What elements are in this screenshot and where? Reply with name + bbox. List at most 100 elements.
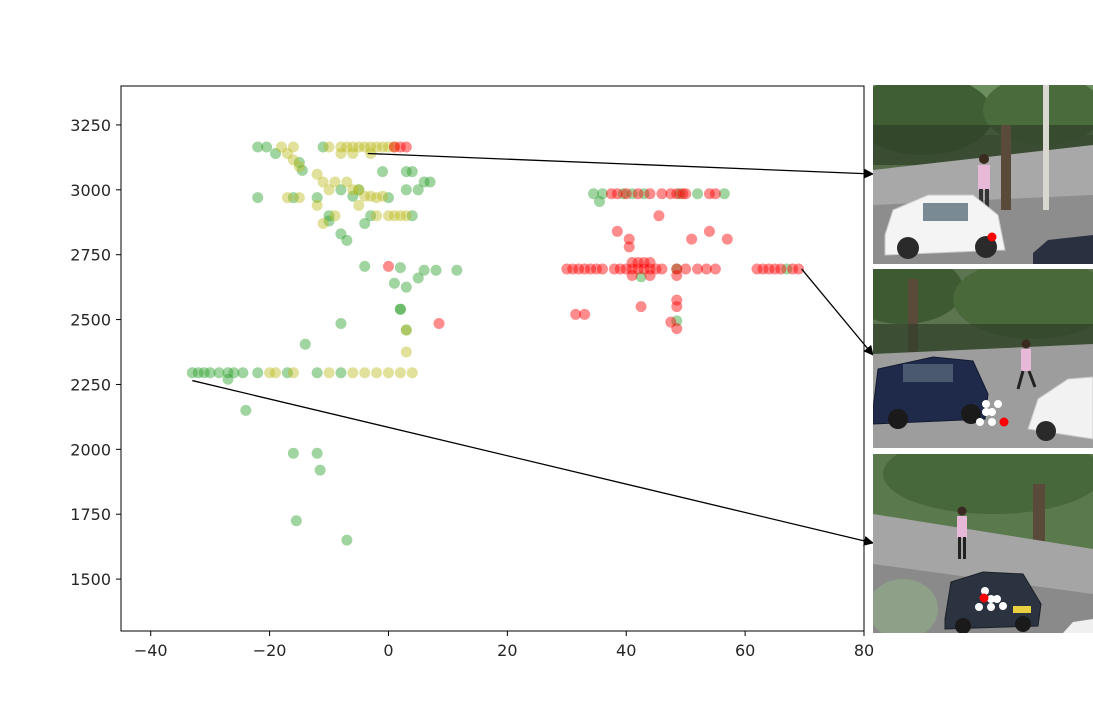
- data-point: [709, 188, 721, 200]
- data-point: [632, 263, 644, 275]
- y-tick-label: 3000: [70, 181, 111, 200]
- annotation-arrows: [192, 152, 874, 546]
- data-point: [347, 367, 359, 379]
- data-point: [382, 210, 394, 222]
- data-point: [644, 269, 656, 281]
- data-point: [674, 188, 686, 200]
- data-point: [400, 324, 412, 336]
- data-point: [781, 263, 793, 275]
- data-point: [671, 323, 683, 335]
- data-point: [638, 188, 650, 200]
- data-point: [228, 367, 240, 379]
- data-point: [611, 225, 623, 237]
- data-point: [347, 190, 359, 202]
- y-tick-label: 2500: [70, 311, 111, 330]
- data-point: [388, 141, 400, 153]
- data-point: [751, 263, 763, 275]
- x-tick-label: 40: [616, 641, 636, 660]
- y-axis: 1500 1750 2000 2250 2500 2750 3000 3250: [70, 116, 121, 589]
- data-point: [585, 263, 597, 275]
- data-point: [311, 447, 323, 459]
- data-point: [335, 228, 347, 240]
- x-axis: −40 −20 0 20 40 60 80: [134, 631, 874, 660]
- data-point: [677, 188, 689, 200]
- data-point: [757, 263, 769, 275]
- data-point: [341, 234, 353, 246]
- data-point: [347, 141, 359, 153]
- data-point: [377, 190, 389, 202]
- data-point: [314, 464, 326, 476]
- data-point: [775, 263, 787, 275]
- x-tick-label: 0: [383, 641, 393, 660]
- data-point: [377, 141, 389, 153]
- data-point: [635, 271, 647, 283]
- data-point: [353, 184, 365, 196]
- data-point: [638, 263, 650, 275]
- data-point: [347, 147, 359, 159]
- data-point: [359, 260, 371, 272]
- data-point: [353, 199, 365, 211]
- data-point: [365, 141, 377, 153]
- data-point: [335, 367, 347, 379]
- data-point: [323, 184, 335, 196]
- data-point: [611, 188, 623, 200]
- data-point: [335, 141, 347, 153]
- data-point: [596, 263, 608, 275]
- data-point: [382, 367, 394, 379]
- data-point: [341, 534, 353, 546]
- data-point: [406, 210, 418, 222]
- data-point: [703, 188, 715, 200]
- data-point: [371, 141, 383, 153]
- data-point: [418, 176, 430, 188]
- data-point: [418, 264, 430, 276]
- data-point: [388, 277, 400, 289]
- data-point: [588, 188, 600, 200]
- data-point: [311, 367, 323, 379]
- data-point: [638, 256, 650, 268]
- data-point: [700, 263, 712, 275]
- data-point: [665, 188, 677, 200]
- x-tick-label: −40: [134, 641, 168, 660]
- data-point: [620, 188, 632, 200]
- data-point: [252, 367, 264, 379]
- x-tick-label: 60: [735, 641, 755, 660]
- data-point: [186, 367, 198, 379]
- data-point: [671, 269, 683, 281]
- data-point: [359, 218, 371, 230]
- data-point: [671, 263, 683, 275]
- data-point: [335, 184, 347, 196]
- data-point: [680, 263, 692, 275]
- data-point: [371, 367, 383, 379]
- x-tick-label: 80: [854, 641, 874, 660]
- y-tick-label: 2750: [70, 246, 111, 265]
- data-point: [596, 188, 608, 200]
- data-point: [412, 272, 424, 284]
- data-point: [608, 263, 620, 275]
- data-point: [394, 367, 406, 379]
- data-point: [365, 190, 377, 202]
- data-point: [617, 188, 629, 200]
- x-tick-label: 20: [497, 641, 517, 660]
- data-point: [222, 367, 234, 379]
- data-point: [650, 263, 662, 275]
- data-point: [593, 195, 605, 207]
- data-point: [388, 210, 400, 222]
- data-point: [371, 210, 383, 222]
- data-point: [323, 215, 335, 227]
- data-point: [198, 367, 210, 379]
- data-point: [329, 210, 341, 222]
- data-point: [614, 263, 626, 275]
- data-point: [400, 346, 412, 358]
- frame-1: [873, 85, 1093, 264]
- data-point: [703, 225, 715, 237]
- data-point: [270, 147, 282, 159]
- data-point: [605, 188, 617, 200]
- data-point: [567, 263, 579, 275]
- data-point: [353, 184, 365, 196]
- data-point: [573, 263, 585, 275]
- data-point: [579, 308, 591, 320]
- data-point: [709, 263, 721, 275]
- data-point: [275, 141, 287, 153]
- data-point: [793, 263, 805, 275]
